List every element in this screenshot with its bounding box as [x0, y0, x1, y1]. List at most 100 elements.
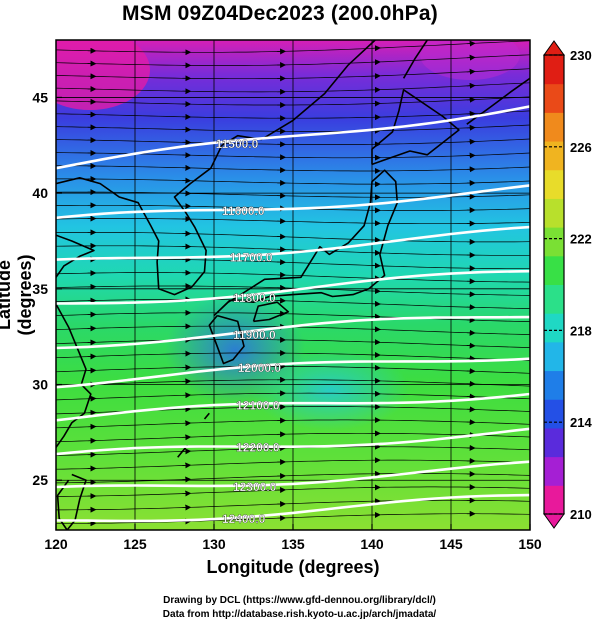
x-tick-label: 140	[360, 536, 384, 552]
contour-label: 11800.0	[233, 291, 276, 305]
streamline	[56, 218, 530, 225]
y-tick-label: 25	[32, 472, 48, 488]
contour-label: 11700.0	[230, 250, 273, 264]
streamline	[56, 392, 530, 401]
colorbar: 230 226 222 218 214 210	[543, 40, 592, 529]
colorbar-segment	[544, 341, 564, 372]
coastline	[56, 473, 87, 530]
x-tick-label: 150	[518, 536, 542, 552]
colorbar-tick-label: 218	[570, 323, 592, 338]
streamline	[56, 272, 530, 283]
credit-data: Data from http://database.rish.kyoto-u.a…	[162, 609, 437, 620]
streamline	[56, 486, 530, 497]
contour-line	[56, 225, 530, 261]
colorbar-segment	[544, 313, 564, 343]
contour-line	[56, 269, 530, 305]
contour-line	[56, 392, 530, 422]
gridlines	[56, 40, 530, 530]
contour-line	[56, 357, 530, 389]
streamline	[56, 352, 530, 361]
colorbar-segment	[544, 255, 564, 285]
coastline	[208, 314, 245, 365]
streamline	[56, 96, 530, 106]
colorbar-segment	[544, 55, 564, 85]
coastline	[56, 234, 95, 278]
streamline	[56, 82, 530, 93]
map-field: 11500.0 11600.0 11700.0 11800.0 11900.0 12000…	[56, 40, 530, 530]
contour-label: 11900.0	[233, 328, 276, 342]
colorbar-tick-label: 210	[570, 507, 592, 522]
x-tick-label: 130	[202, 536, 226, 552]
y-tick-label: 45	[32, 89, 48, 105]
coastline	[402, 40, 428, 79]
streamline	[56, 68, 530, 80]
streamline	[56, 299, 530, 309]
streamline	[56, 379, 530, 387]
colorbar-max-arrow	[543, 40, 565, 56]
colorbar-segment	[544, 227, 564, 257]
credit-drawing: Drawing by DCL (https://www.gfd-dennou.o…	[163, 595, 436, 606]
colorbar-tick-label: 222	[570, 232, 592, 247]
y-tick-label: 35	[32, 281, 48, 297]
x-tick-label: 145	[439, 536, 463, 552]
y-tick-label: 30	[32, 377, 48, 393]
streamline	[56, 165, 530, 172]
streamline	[56, 245, 530, 256]
contour-line	[56, 427, 530, 456]
colorbar-tick-label: 230	[570, 48, 592, 63]
colorbar-segment	[544, 456, 564, 486]
streamline	[56, 191, 530, 198]
colorbar-tick-label: 226	[570, 140, 592, 155]
x-tick-label: 125	[123, 536, 147, 552]
streamline	[56, 499, 530, 511]
x-axis: 120 125 130 135 140 145 150	[44, 524, 542, 552]
streamline	[56, 124, 530, 132]
colorbar-segment	[544, 83, 564, 113]
streamline	[56, 365, 530, 374]
coastline	[203, 412, 210, 420]
contour-label: 11500.0	[216, 137, 259, 151]
contour-label: 12300.0	[233, 480, 277, 494]
streamline	[56, 473, 530, 484]
contour-label: 11600.0	[222, 204, 265, 218]
coastline	[371, 89, 460, 166]
contour-label: 12400.0	[222, 512, 266, 526]
streamline	[56, 339, 530, 348]
contour-line	[56, 460, 530, 489]
colorbar-segment	[544, 112, 564, 142]
coastline	[252, 301, 290, 323]
x-tick-label: 135	[281, 536, 305, 552]
colorbar-segment	[544, 169, 564, 199]
streamline	[56, 419, 530, 429]
contour-label: 12100.0	[236, 398, 280, 412]
colorbar-segment	[544, 370, 564, 400]
colorbar-segment	[544, 141, 564, 171]
streamline	[56, 54, 530, 66]
x-tick-label: 120	[44, 536, 68, 552]
streamline	[56, 459, 530, 470]
streamline	[56, 178, 530, 185]
wind-streamlines	[56, 40, 530, 527]
contour-line	[56, 315, 530, 350]
streamline	[56, 432, 530, 443]
contour-line	[56, 105, 530, 170]
coastline	[213, 169, 399, 317]
colorbar-tick-label: 214	[570, 415, 592, 430]
contour-line	[56, 184, 530, 220]
contour-line	[56, 493, 530, 523]
map-title: MSM 09Z04Dec2023 (200.0hPa)	[122, 2, 438, 25]
colorbar-segment	[544, 198, 564, 228]
height-contours: 11500.0 11600.0 11700.0 11800.0 11900.0 12000…	[56, 105, 530, 526]
colorbar-segment	[544, 427, 564, 458]
y-axis-label: Latitude (degrees)	[0, 254, 35, 336]
colorbar-segment	[544, 399, 564, 429]
contour-label: 12200.0	[236, 441, 280, 455]
y-axis: 25 30 35 40 45	[32, 89, 62, 488]
streamline	[56, 138, 530, 145]
y-tick-label: 40	[32, 185, 48, 201]
streamline	[56, 40, 530, 53]
colorbar-segment	[544, 485, 564, 515]
colorbar-min-arrow	[543, 513, 565, 529]
streamline	[56, 232, 530, 243]
